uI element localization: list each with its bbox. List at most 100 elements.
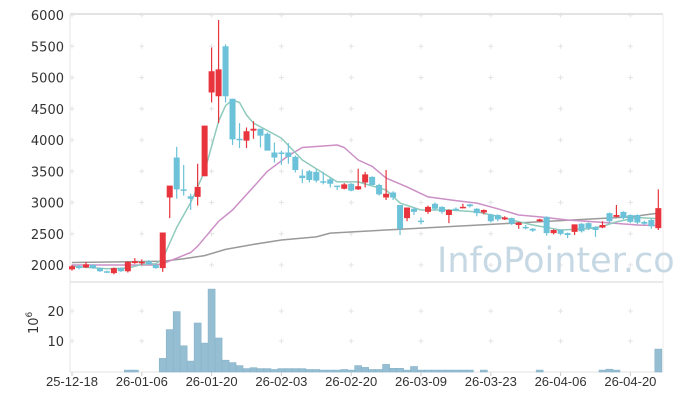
- candle-down: [641, 220, 648, 225]
- grid-marker: [558, 338, 564, 344]
- candle-body: [529, 228, 536, 231]
- candle-body: [550, 230, 557, 234]
- grid-marker: [627, 137, 633, 143]
- grid-marker: [488, 137, 494, 143]
- grid: [69, 12, 633, 376]
- volume-bar: [466, 369, 474, 373]
- volume-bar: [361, 367, 369, 373]
- candle-down: [431, 202, 438, 211]
- candle-body: [341, 184, 348, 189]
- candle-down: [313, 169, 320, 183]
- candle-down: [522, 225, 529, 230]
- grid-marker: [627, 75, 633, 80]
- candle-up: [424, 205, 431, 214]
- grid-marker: [418, 106, 424, 112]
- volume-tick-label: 20: [47, 305, 64, 320]
- candle-body: [599, 225, 606, 228]
- volume-bar: [256, 368, 265, 373]
- candle-up: [166, 185, 173, 219]
- candle-down: [473, 208, 480, 217]
- volume-bar: [263, 368, 272, 373]
- candle-down: [348, 183, 355, 192]
- candle-down: [397, 205, 404, 235]
- candle-body: [418, 220, 424, 223]
- grid-marker: [488, 168, 494, 174]
- candle-body: [355, 186, 362, 190]
- volume-bar: [403, 369, 411, 373]
- volume-bar: [214, 337, 223, 373]
- grid-marker: [418, 231, 424, 237]
- price-tick-label: 4500: [31, 103, 64, 118]
- date-tick-label: 25-12-18: [46, 374, 98, 389]
- volume-bar: [179, 345, 188, 373]
- volume-bar: [612, 369, 621, 373]
- candle-body: [313, 171, 320, 181]
- volume-unit-base: 10: [27, 317, 42, 334]
- candle-up: [655, 189, 662, 230]
- volume-bar: [535, 369, 544, 373]
- volume-bar: [158, 358, 167, 373]
- volume-bar: [654, 348, 663, 373]
- candle-body: [627, 215, 634, 222]
- grid-marker: [558, 262, 564, 268]
- grid-marker: [348, 106, 354, 112]
- volume-bar: [382, 364, 390, 373]
- price-tick-label: 3500: [31, 165, 64, 180]
- grid-marker: [558, 43, 564, 49]
- candle-body: [585, 223, 592, 229]
- grid-marker: [278, 231, 284, 237]
- candle-body: [397, 205, 404, 229]
- candle-down: [152, 264, 159, 269]
- candle-down: [257, 128, 264, 148]
- candle-up: [536, 218, 543, 222]
- candle-down: [494, 214, 501, 222]
- candle-body: [459, 206, 466, 209]
- candle-up: [201, 125, 208, 177]
- candle-body: [75, 266, 82, 269]
- candle-body: [243, 131, 250, 141]
- grid-marker: [627, 43, 633, 49]
- ma20-line: [72, 144, 659, 266]
- candle-body: [292, 156, 299, 170]
- candle-up: [362, 171, 369, 188]
- volume-bar: [326, 369, 335, 373]
- candle-body: [592, 226, 599, 230]
- candle-down: [89, 264, 96, 269]
- grid-marker: [348, 75, 354, 80]
- candle-body: [69, 266, 75, 270]
- volume-bar: [459, 369, 467, 373]
- candle-down: [620, 211, 627, 220]
- candle-down: [376, 183, 383, 196]
- grid-marker: [139, 168, 145, 174]
- grid-marker: [488, 262, 494, 268]
- volume-axis: 10 20: [47, 305, 64, 350]
- candle-up: [82, 261, 89, 269]
- candle-body: [320, 181, 327, 183]
- grid-marker: [488, 200, 494, 205]
- candle-body: [411, 208, 418, 212]
- candle-up: [515, 221, 522, 229]
- volume-bar: [186, 360, 195, 373]
- candle-down: [452, 207, 459, 211]
- candle-body: [641, 221, 648, 224]
- candle-up: [355, 168, 362, 190]
- grid-marker: [278, 168, 284, 174]
- grid-marker: [348, 262, 354, 268]
- volume-bar: [131, 369, 139, 373]
- grid-marker: [558, 75, 564, 80]
- candle-down: [173, 146, 180, 199]
- volume-bar: [291, 368, 300, 373]
- price-tick-label: 5000: [31, 72, 64, 87]
- grid-marker: [209, 231, 215, 237]
- candle-body: [648, 220, 655, 227]
- grid-marker: [488, 338, 494, 344]
- candle-body: [271, 152, 278, 158]
- candle-body: [285, 152, 292, 157]
- volume-bar: [284, 368, 293, 373]
- volume-bar: [480, 369, 488, 373]
- candle-body: [145, 261, 152, 265]
- candle-body: [369, 176, 376, 185]
- candle-up: [131, 258, 138, 264]
- candle-down: [306, 170, 313, 183]
- volume-bar: [228, 362, 237, 373]
